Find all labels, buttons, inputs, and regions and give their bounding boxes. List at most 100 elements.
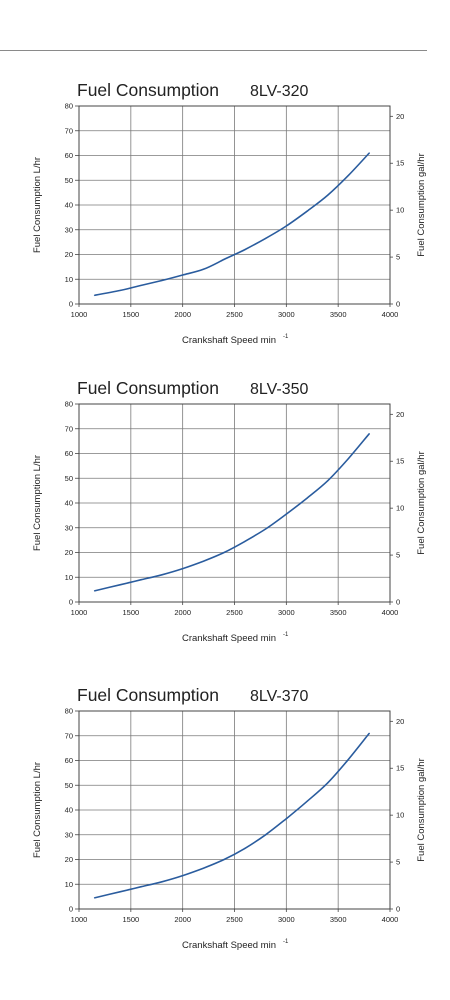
x-tick-label: 4000 bbox=[382, 915, 399, 924]
x-tick-label: 1000 bbox=[71, 608, 88, 617]
data-point bbox=[119, 289, 122, 291]
y2-tick-label: 5 bbox=[396, 253, 400, 262]
y-tick-label: 0 bbox=[69, 300, 73, 309]
y-tick-label: 0 bbox=[69, 905, 73, 914]
x-axis-label-superscript: -1 bbox=[283, 632, 289, 638]
data-point bbox=[306, 497, 308, 499]
y2-tick-label: 0 bbox=[396, 300, 400, 309]
x-axis-label: Crankshaft Speed min bbox=[182, 940, 276, 951]
data-point bbox=[327, 782, 329, 784]
x-tick-label: 1000 bbox=[71, 310, 88, 319]
y-tick-label: 20 bbox=[65, 855, 73, 864]
data-point bbox=[202, 268, 204, 270]
data-point bbox=[140, 886, 142, 888]
data-point bbox=[368, 433, 370, 435]
data-point bbox=[265, 834, 267, 836]
y-axis-label: Fuel Consumption L/hr bbox=[32, 762, 43, 858]
y-tick-label: 70 bbox=[65, 424, 73, 433]
y-tick-label: 30 bbox=[65, 225, 73, 234]
y2-tick-label: 20 bbox=[396, 410, 404, 419]
y-tick-label: 0 bbox=[69, 598, 73, 607]
data-point bbox=[306, 800, 308, 802]
data-point bbox=[182, 274, 184, 276]
data-point bbox=[223, 258, 225, 260]
x-tick-label: 2000 bbox=[174, 310, 191, 319]
data-point bbox=[161, 881, 163, 883]
data-point bbox=[327, 194, 329, 196]
data-point bbox=[347, 457, 350, 460]
y-tick-label: 80 bbox=[65, 400, 73, 409]
y-tick-label: 60 bbox=[65, 756, 73, 765]
x-tick-label: 1500 bbox=[122, 915, 139, 924]
y-axis-label: Fuel Consumption L/hr bbox=[32, 157, 43, 253]
y2-axis-label: Fuel Consumption gal/hr bbox=[416, 153, 427, 257]
data-point bbox=[244, 540, 246, 542]
y-tick-label: 20 bbox=[65, 250, 73, 259]
data-point bbox=[265, 528, 267, 530]
fuel-chart-8lv-320: Fuel Consumption 8LV-320 0 10 20 30 40 50 60 70 80… bbox=[0, 70, 450, 370]
data-point bbox=[140, 284, 142, 286]
x-tick-label: 2500 bbox=[226, 915, 243, 924]
y2-tick-label: 0 bbox=[396, 598, 400, 607]
data-point bbox=[244, 847, 246, 849]
y-tick-label: 40 bbox=[65, 499, 73, 508]
chart-title: Fuel Consumption bbox=[77, 685, 219, 705]
data-point bbox=[119, 584, 122, 586]
y-axis-label: Fuel Consumption L/hr bbox=[32, 455, 43, 551]
top-divider bbox=[0, 50, 427, 51]
chart-model: 8LV-370 bbox=[250, 688, 309, 705]
y2-tick-label: 20 bbox=[396, 112, 404, 121]
data-point bbox=[368, 732, 370, 734]
data-point bbox=[244, 249, 246, 251]
data-point bbox=[285, 818, 287, 820]
y2-axis-label: Fuel Consumption gal/hr bbox=[416, 451, 427, 555]
y-tick-label: 50 bbox=[65, 474, 73, 483]
data-point bbox=[93, 897, 96, 899]
chart-title: Fuel Consumption bbox=[77, 378, 219, 398]
y-tick-label: 60 bbox=[65, 151, 73, 160]
y2-tick-label: 5 bbox=[396, 551, 400, 560]
x-tick-label: 3000 bbox=[278, 310, 295, 319]
y2-tick-label: 15 bbox=[396, 159, 404, 168]
y-tick-label: 80 bbox=[65, 102, 73, 111]
y2-tick-label: 10 bbox=[396, 504, 404, 513]
fuel-consumption-line bbox=[94, 732, 370, 899]
data-point bbox=[182, 875, 184, 877]
data-point bbox=[368, 152, 370, 154]
data-point bbox=[306, 210, 308, 212]
y2-tick-label: 10 bbox=[396, 206, 404, 215]
fuel-consumption-line bbox=[94, 152, 370, 297]
y-tick-label: 50 bbox=[65, 176, 73, 185]
y-tick-label: 60 bbox=[65, 449, 73, 458]
chart-svg: Fuel Consumption 8LV-37001020304050607080… bbox=[32, 685, 427, 951]
data-point bbox=[347, 758, 350, 760]
y-tick-label: 10 bbox=[65, 275, 73, 284]
x-tick-label: 2000 bbox=[174, 608, 191, 617]
data-point bbox=[223, 858, 225, 861]
x-tick-label: 1500 bbox=[122, 608, 139, 617]
y2-tick-label: 15 bbox=[396, 457, 404, 466]
data-point bbox=[285, 513, 287, 515]
y2-axis-label: Fuel Consumption gal/hr bbox=[416, 758, 427, 862]
x-tick-label: 2500 bbox=[226, 608, 243, 617]
data-point bbox=[202, 867, 204, 869]
data-point bbox=[265, 237, 267, 239]
y-tick-label: 30 bbox=[65, 523, 73, 532]
x-tick-label: 1000 bbox=[71, 915, 88, 924]
y-tick-label: 30 bbox=[65, 830, 73, 839]
y2-tick-label: 5 bbox=[396, 858, 400, 867]
data-point bbox=[119, 891, 122, 893]
chart-title: Fuel Consumption bbox=[77, 80, 219, 100]
x-tick-label: 2500 bbox=[226, 310, 243, 319]
data-point bbox=[285, 225, 287, 227]
y-tick-label: 10 bbox=[65, 573, 73, 582]
x-axis-label-superscript: -1 bbox=[283, 334, 289, 340]
x-axis-label: Crankshaft Speed min bbox=[182, 335, 276, 346]
x-tick-label: 4000 bbox=[382, 608, 399, 617]
chart-svg: Fuel Consumption 8LV-32001020304050607080… bbox=[32, 80, 427, 346]
chart-svg: Fuel Consumption 8LV-35001020304050607080… bbox=[32, 378, 427, 644]
y-tick-label: 80 bbox=[65, 707, 73, 716]
data-point bbox=[161, 279, 163, 282]
fuel-chart-8lv-370: Fuel Consumption 8LV-370 0 10 20 30 40 50 60 70 80… bbox=[0, 675, 450, 975]
y-tick-label: 70 bbox=[65, 126, 73, 135]
